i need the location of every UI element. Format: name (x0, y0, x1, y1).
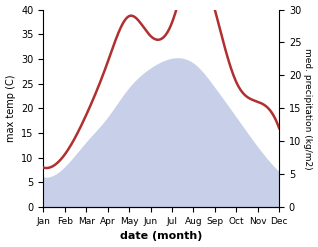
Y-axis label: max temp (C): max temp (C) (5, 75, 16, 142)
X-axis label: date (month): date (month) (120, 231, 203, 242)
Y-axis label: med. precipitation (kg/m2): med. precipitation (kg/m2) (303, 48, 313, 169)
